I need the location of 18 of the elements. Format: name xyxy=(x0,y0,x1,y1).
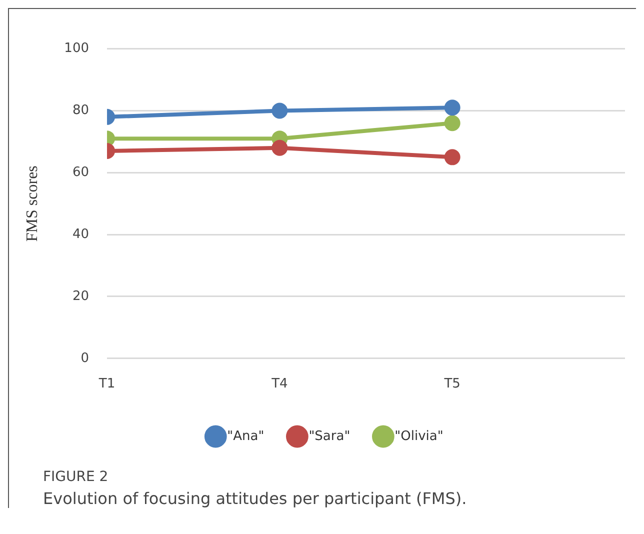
x-tick-label: T1 xyxy=(98,376,116,392)
y-tick-label: 60 xyxy=(72,165,90,180)
caption: FIGURE 2 xyxy=(43,469,110,485)
y-tick-label: 80 xyxy=(72,103,90,118)
legend-label: "Sara" xyxy=(308,428,350,444)
legend-label: "Olivia" xyxy=(394,428,444,444)
point xyxy=(444,100,460,116)
point xyxy=(444,115,460,132)
y-tick-label: 0 xyxy=(80,350,90,366)
y-tick-label: 100 xyxy=(64,41,90,56)
y-axis-title: FMS scores xyxy=(24,166,41,242)
x-tick-label: T4 xyxy=(270,376,288,392)
point xyxy=(444,149,460,166)
x-tick-label: T5 xyxy=(443,376,460,392)
legend-label: "Ana" xyxy=(227,428,264,444)
text: Evolution of focusing attitudes per participant (FMS). xyxy=(43,489,468,508)
y-tick-label: 40 xyxy=(72,226,90,242)
y-tick-label: 20 xyxy=(72,288,90,304)
